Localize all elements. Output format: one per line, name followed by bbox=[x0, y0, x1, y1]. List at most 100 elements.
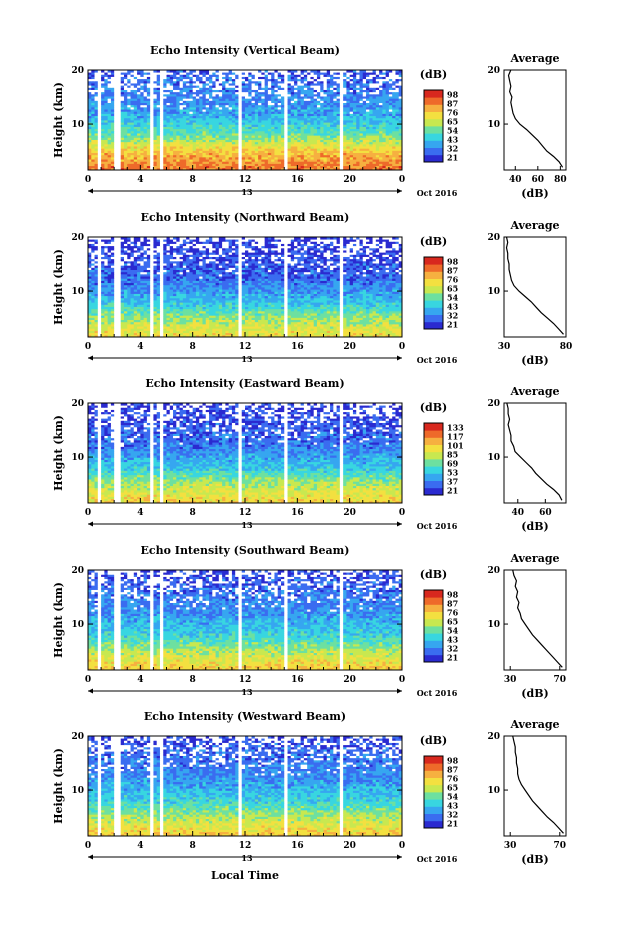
heatmap-cell bbox=[225, 139, 230, 143]
heatmap-cell bbox=[303, 137, 308, 140]
heatmap-cell bbox=[107, 106, 112, 110]
heatmap-cell bbox=[153, 137, 158, 140]
heatmap-cell bbox=[375, 148, 380, 151]
heatmap-cell bbox=[372, 163, 377, 167]
heatmap-cell bbox=[245, 133, 249, 136]
heatmap-cell bbox=[104, 87, 109, 90]
heatmap-cell bbox=[294, 161, 298, 164]
heatmap-cell bbox=[140, 141, 144, 145]
heatmap-cell bbox=[326, 161, 331, 164]
heatmap-cell bbox=[163, 143, 167, 147]
heatmap-cell bbox=[359, 122, 364, 125]
heatmap-cell bbox=[369, 143, 373, 147]
heatmap-cell bbox=[107, 165, 112, 169]
heatmap-cell bbox=[107, 148, 112, 151]
heatmap-cell bbox=[352, 76, 357, 80]
heatmap-cell bbox=[238, 70, 243, 73]
heatmap-cell bbox=[310, 113, 315, 117]
heatmap-cell bbox=[212, 72, 216, 75]
heatmap-cell bbox=[333, 115, 337, 119]
heatmap-cell bbox=[277, 76, 282, 80]
heatmap-cell bbox=[388, 113, 393, 117]
heatmap-cell bbox=[385, 117, 390, 121]
heatmap-cell bbox=[235, 120, 239, 123]
heatmap-cell bbox=[398, 89, 403, 93]
heatmap-cell bbox=[346, 89, 351, 93]
heatmap-cell bbox=[241, 111, 246, 114]
heatmap-cell bbox=[163, 91, 167, 95]
heatmap-cell bbox=[369, 70, 373, 73]
heatmap-cell bbox=[218, 85, 223, 88]
heatmap-cell bbox=[277, 115, 282, 119]
heatmap-cell bbox=[251, 80, 256, 84]
heatmap-cell bbox=[133, 85, 138, 88]
heatmap-cell bbox=[137, 76, 141, 80]
heatmap-cell bbox=[231, 150, 236, 153]
heatmap-cell bbox=[146, 122, 151, 125]
heatmap-cell bbox=[307, 143, 311, 147]
heatmap-cell bbox=[94, 122, 99, 125]
heatmap-cell bbox=[267, 159, 272, 162]
heatmap-cell bbox=[366, 91, 370, 95]
heatmap-cell bbox=[215, 91, 220, 95]
heatmap-cell bbox=[297, 124, 301, 127]
heatmap-cell bbox=[366, 163, 370, 167]
heatmap-cell bbox=[91, 102, 95, 106]
heatmap-cell bbox=[238, 104, 243, 108]
heatmap-cell bbox=[209, 93, 213, 97]
heatmap-cell bbox=[372, 159, 377, 162]
heatmap-cell bbox=[222, 124, 226, 127]
heatmap-cell bbox=[330, 167, 334, 171]
heatmap-cell bbox=[274, 117, 279, 121]
heatmap-cell bbox=[186, 124, 190, 127]
heatmap-cell bbox=[238, 156, 243, 160]
heatmap-cell bbox=[359, 167, 364, 171]
heatmap-cell bbox=[398, 80, 403, 84]
heatmap-cell bbox=[264, 146, 269, 149]
heatmap-cell bbox=[277, 93, 282, 97]
heatmap-cell bbox=[398, 165, 403, 169]
heatmap-cell bbox=[231, 133, 236, 136]
heatmap-cell bbox=[212, 113, 216, 117]
heatmap-cell bbox=[245, 85, 249, 88]
heatmap-cell bbox=[218, 143, 223, 147]
heatmap-cell bbox=[245, 137, 249, 140]
heatmap-cell bbox=[235, 96, 239, 99]
heatmap-cell bbox=[271, 93, 275, 97]
heatmap-cell bbox=[209, 78, 213, 82]
heatmap-cell bbox=[179, 159, 184, 162]
heatmap-cell bbox=[209, 98, 213, 101]
heatmap-cell bbox=[218, 165, 223, 169]
heatmap-cell bbox=[284, 126, 288, 130]
heatmap-cell bbox=[101, 133, 105, 136]
heatmap-cell bbox=[375, 135, 380, 138]
heatmap-cell bbox=[267, 72, 272, 75]
heatmap-cell bbox=[316, 85, 321, 88]
heatmap-cell bbox=[379, 130, 383, 134]
heatmap-cell bbox=[130, 100, 135, 103]
heatmap-cell bbox=[182, 163, 187, 167]
heatmap-cell bbox=[320, 106, 324, 110]
heatmap-cell bbox=[107, 102, 112, 106]
heatmap-cell bbox=[320, 104, 324, 108]
heatmap-cell bbox=[110, 80, 115, 84]
heatmap-cell bbox=[336, 115, 341, 119]
heatmap-cell bbox=[392, 152, 396, 156]
heatmap-cell bbox=[280, 87, 285, 90]
heatmap-cell bbox=[385, 159, 390, 162]
heatmap-cell bbox=[349, 152, 354, 156]
heatmap-cell bbox=[294, 167, 298, 171]
heatmap-cell bbox=[241, 150, 246, 153]
heatmap-cell bbox=[300, 159, 305, 162]
heatmap-cell bbox=[261, 159, 266, 162]
heatmap-cell bbox=[130, 165, 135, 169]
heatmap-cell bbox=[316, 143, 321, 147]
heatmap-cell bbox=[88, 126, 92, 130]
heatmap-cell bbox=[192, 124, 197, 127]
heatmap-cell bbox=[202, 89, 207, 93]
heatmap-cell bbox=[146, 137, 151, 140]
heatmap-cell bbox=[169, 117, 174, 121]
heatmap-cell bbox=[163, 96, 167, 99]
heatmap-cell bbox=[97, 122, 102, 125]
heatmap-cell bbox=[343, 124, 347, 127]
